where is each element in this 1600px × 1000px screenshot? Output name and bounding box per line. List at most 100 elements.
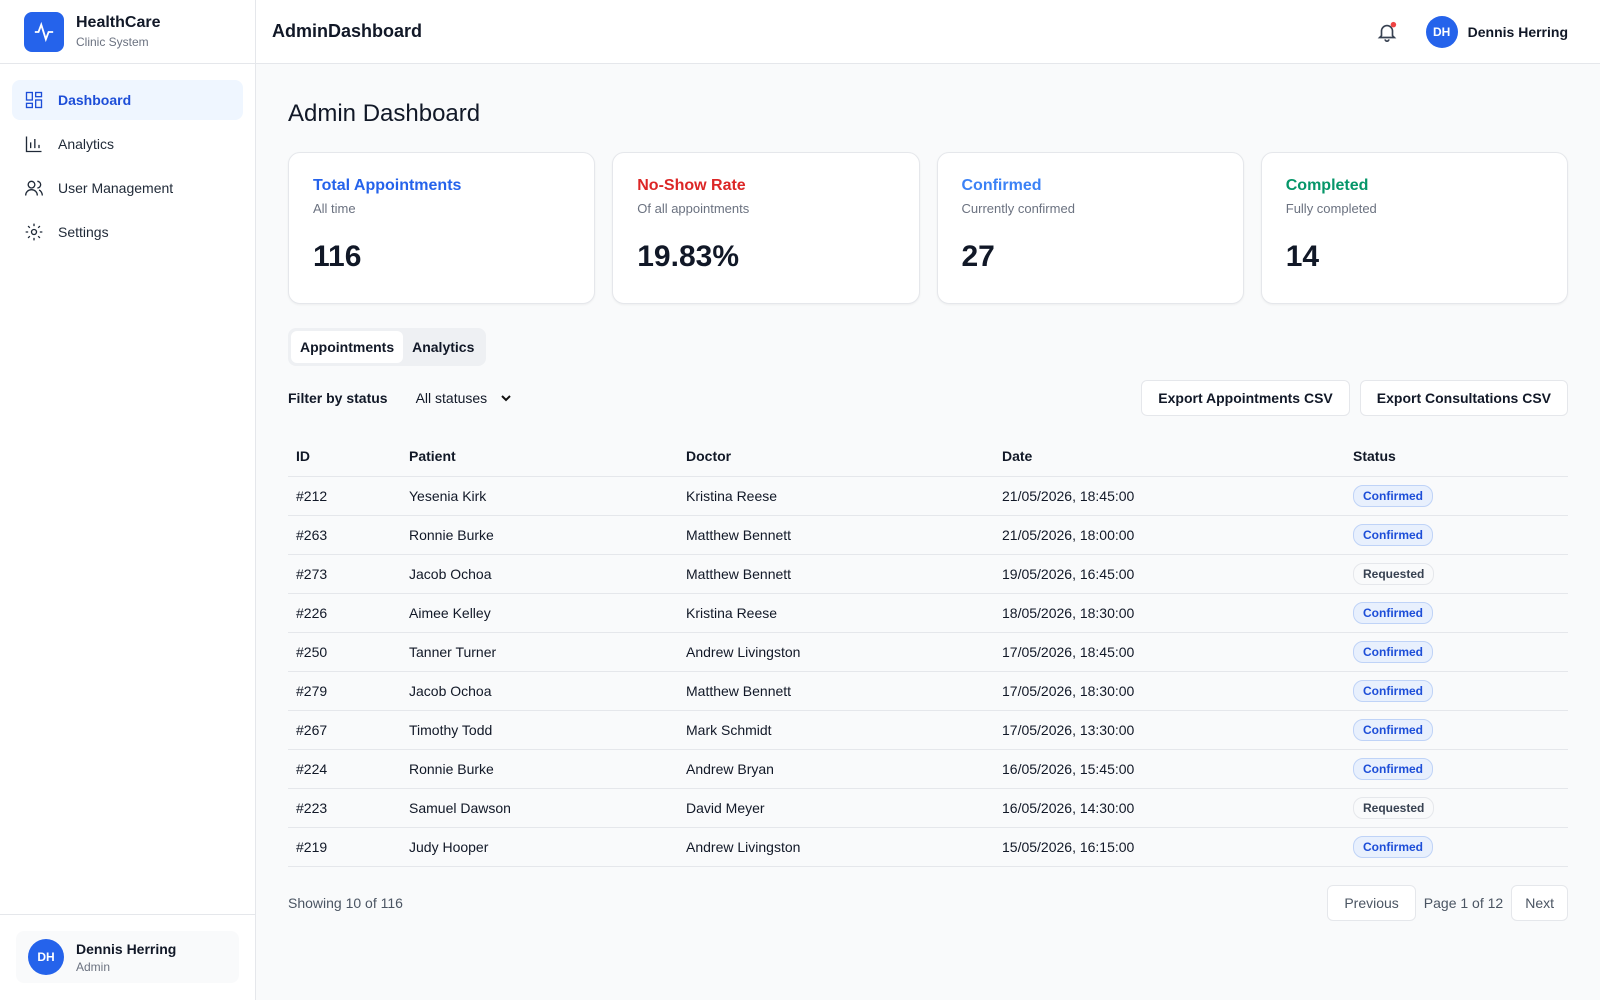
cell: Requested [1345, 788, 1568, 828]
table-body: #212 Yesenia Kirk Kristina Reese 21/05/2026… [288, 476, 1568, 867]
cell: Confirmed [1345, 710, 1568, 750]
cell: Matthew Bennett [678, 554, 994, 594]
cell: 21/05/2026, 18:45:00 [994, 476, 1345, 516]
cell: Aimee Kelley [401, 593, 678, 633]
cell: Confirmed [1345, 593, 1568, 633]
page-info: Page 1 of 12 [1423, 894, 1504, 911]
stat-subtitle: Of all appointments [637, 201, 750, 216]
table-row[interactable]: #212 Yesenia Kirk Kristina Reese 21/05/2026… [288, 476, 1568, 516]
stat-value: 19.83% [637, 240, 739, 273]
stat-value: 116 [313, 240, 362, 273]
cell: Kristina Reese [678, 593, 994, 633]
table-row[interactable]: #267 Timothy Todd Mark Schmidt 17/05/2026, … [288, 710, 1568, 750]
cell: David Meyer [678, 788, 994, 828]
filter-label: Filter by status [288, 390, 388, 406]
table-row[interactable]: #273 Jacob Ochoa Matthew Bennett 19/05/2026… [288, 554, 1568, 594]
cell: Judy Hooper [401, 827, 678, 867]
avatar[interactable]: DH [1425, 15, 1458, 48]
cell: 17/05/2026, 18:45:00 [994, 632, 1345, 672]
select-value: All statuses [415, 390, 488, 406]
status-badge: Requested [1353, 562, 1435, 585]
topbar: AdminDashboard DH Dennis Herring [256, 0, 1600, 64]
tab[interactable]: Appointments [291, 331, 404, 363]
cell: Confirmed [1345, 632, 1568, 672]
cell: Confirmed [1345, 827, 1568, 867]
column-header: Doctor [678, 436, 994, 477]
cell: Ronnie Burke [401, 515, 678, 555]
stat-card: Total Appointments All time 116 [288, 152, 596, 304]
sidebar: HealthCare Clinic System Dashboard Analyt… [0, 0, 256, 1000]
cell: #263 [288, 515, 401, 555]
status-badge: Confirmed [1353, 484, 1433, 507]
cell: Samuel Dawson [401, 788, 678, 828]
cell: Confirmed [1345, 515, 1568, 555]
cell: #267 [288, 710, 401, 750]
cell: Yesenia Kirk [401, 476, 678, 516]
stat-card: Completed Fully completed 14 [1260, 152, 1568, 304]
next-button[interactable]: Next [1511, 884, 1568, 921]
nav-label: Settings [58, 224, 109, 240]
cell: Kristina Reese [678, 476, 994, 516]
table-row[interactable]: #279 Jacob Ochoa Matthew Bennett 17/05/2026… [288, 671, 1568, 711]
cell: #223 [288, 788, 401, 828]
nav-item[interactable]: Settings [12, 212, 243, 252]
nav-label: User Management [58, 180, 174, 196]
stat-card: No-Show Rate Of all appointments 19.83% [612, 152, 920, 304]
stat-value: 14 [1285, 240, 1320, 273]
cell: #219 [288, 827, 401, 867]
table-row[interactable]: #223 Samuel Dawson David Meyer 16/05/2026, … [288, 788, 1568, 828]
export-button[interactable]: Export Consultations CSV [1359, 380, 1568, 416]
status-badge: Confirmed [1353, 640, 1433, 663]
user-name: Dennis Herring [76, 940, 177, 957]
cell: #279 [288, 671, 401, 711]
prev-button[interactable]: Previous [1327, 884, 1416, 921]
cell: Confirmed [1345, 671, 1568, 711]
sidebar-footer: DH Dennis Herring Admin [0, 914, 255, 1000]
toolbar: Filter by status All statuses Export App… [288, 380, 1568, 416]
status-badge: Confirmed [1353, 835, 1433, 858]
cell: 16/05/2026, 15:45:00 [994, 749, 1345, 789]
cell: 15/05/2026, 16:15:00 [994, 827, 1345, 867]
nav-item[interactable]: Analytics [12, 124, 243, 164]
cell: #226 [288, 593, 401, 633]
stat-title: No-Show Rate [637, 177, 746, 194]
status-select[interactable]: All statuses [402, 382, 526, 414]
table-row[interactable]: #224 Ronnie Burke Andrew Bryan 16/05/2026, … [288, 749, 1568, 789]
stat-card: Confirmed Currently confirmed 27 [936, 152, 1244, 304]
table-row[interactable]: #250 Tanner Turner Andrew Livingston 17/05/… [288, 632, 1568, 672]
cell: #224 [288, 749, 401, 789]
stat-value: 27 [961, 240, 995, 273]
column-header: Date [994, 436, 1345, 477]
status-badge: Confirmed [1353, 523, 1433, 546]
user-card[interactable]: DH Dennis Herring Admin [16, 931, 239, 983]
table-header: ID Patient Doctor Date Status [288, 436, 1568, 477]
page-title: Admin Dashboard [288, 100, 481, 127]
brand-title: HealthCare [76, 14, 161, 31]
cell: Requested [1345, 554, 1568, 594]
export-button[interactable]: Export Appointments CSV [1141, 380, 1350, 416]
tabs: Appointments Analytics [288, 328, 487, 366]
avatar: DH [28, 939, 64, 975]
table-row[interactable]: #226 Aimee Kelley Kristina Reese 18/05/2026… [288, 593, 1568, 633]
table-row[interactable]: #263 Ronnie Burke Matthew Bennett 21/05/202… [288, 515, 1568, 555]
status-badge: Confirmed [1353, 718, 1433, 741]
cell: Andrew Bryan [678, 749, 994, 789]
nav-item[interactable]: Dashboard [12, 80, 243, 120]
nav-item[interactable]: User Management [12, 168, 243, 208]
cell: 21/05/2026, 18:00:00 [994, 515, 1345, 555]
appointments-table: ID Patient Doctor Date Status #212 Yesenia Ki… [288, 436, 1568, 867]
user-name: Dennis Herring [1467, 23, 1568, 40]
stat-subtitle: Currently confirmed [961, 201, 1075, 216]
pagination: Showing 10 of 116 Previous Page 1 of 12 … [288, 884, 1568, 921]
nav: Dashboard Analytics User Management Sett… [0, 64, 255, 272]
table-row[interactable]: #219 Judy Hooper Andrew Livingston 15/05/20… [288, 827, 1568, 867]
column-header: Patient [401, 436, 678, 477]
cell: 17/05/2026, 13:30:00 [994, 710, 1345, 750]
nav-label: Analytics [58, 136, 115, 152]
tab[interactable]: Analytics [412, 339, 475, 355]
column-header: ID [288, 436, 401, 477]
notifications[interactable] [1376, 21, 1398, 43]
stat-title: Confirmed [961, 177, 1042, 194]
